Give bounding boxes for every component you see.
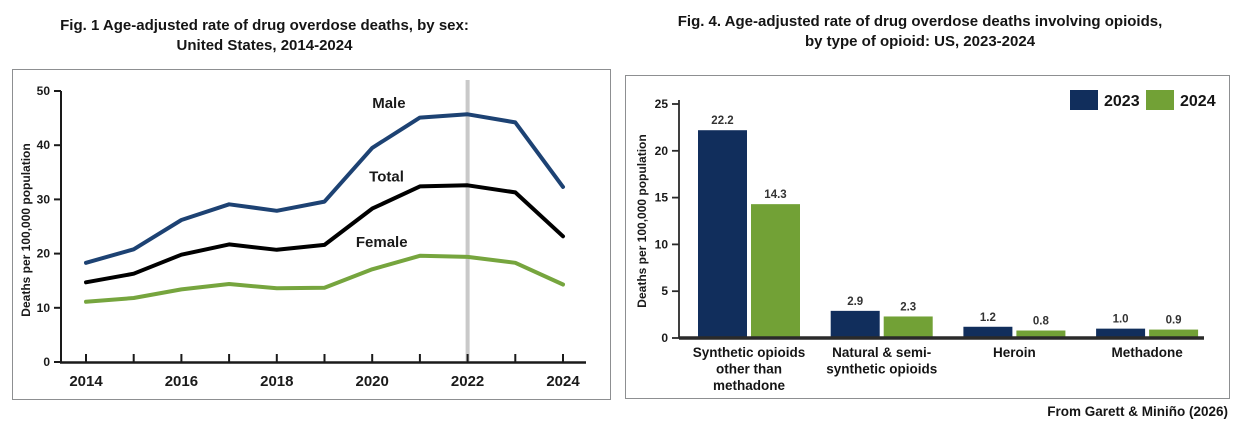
series-line-female (84, 253, 565, 304)
category-label: methadone (713, 378, 786, 393)
fig1-xtick-label: 2020 (356, 373, 389, 390)
fig1-y-axis-label: Deaths per 100,000 population (19, 143, 33, 316)
legend-swatch-2024 (1146, 90, 1174, 110)
fig1-xtick-label: 2014 (69, 373, 103, 390)
source-citation: From Garett & Miniño (2026) (1047, 404, 1228, 419)
fig4-ytick-label: 15 (655, 191, 669, 205)
fig1-line-chart: 0 10 20 30 40 50 2014 2016 2018 2020 2022 2024 Death… (19, 80, 586, 390)
fig1-title-line1: Fig. 1 Age-adjusted rate of drug overdos… (60, 17, 469, 34)
bar-2023-group1 (830, 310, 880, 338)
legend-label-2024: 2024 (1180, 93, 1216, 110)
bar-2024-group1 (883, 316, 933, 338)
fig1-xtick-label: 2024 (546, 373, 580, 390)
fig1-ytick-label: 10 (37, 301, 51, 315)
fig4-ytick-label: 0 (661, 331, 668, 345)
category-label: synthetic opioids (826, 362, 937, 377)
bar-2023-group0 (698, 130, 747, 338)
fig4-ytick-label: 20 (655, 144, 669, 158)
fig4-legend: 2023 2024 (1070, 90, 1216, 110)
category-label: Methadone (1111, 345, 1183, 360)
series-line-male (84, 112, 565, 265)
bar-2023-group3 (1096, 328, 1146, 338)
bar-value-label: 2.9 (847, 296, 863, 308)
fig1-title: Fig. 1 Age-adjusted rate of drug overdos… (2, 16, 527, 56)
fig4-title-line2: by type of opioid: US, 2023-2024 (804, 33, 1036, 50)
bar-value-label: 2.3 (900, 301, 916, 313)
fig4-ytick-label: 25 (655, 97, 669, 111)
fig1-xtick-label: 2016 (165, 373, 198, 390)
fig4-y-axis-label: Deaths per 100,000 population (635, 134, 649, 307)
fig4-ytick-label: 10 (655, 237, 669, 251)
fig1-xtick-label: 2022 (451, 373, 484, 390)
legend-swatch-2023 (1070, 90, 1098, 110)
category-label: Synthetic opioids (693, 345, 806, 360)
series-line-total (84, 183, 565, 285)
fig1-ytick-label: 20 (37, 247, 51, 261)
fig1-ytick-label: 30 (37, 192, 51, 206)
bar-value-label: 14.3 (764, 189, 786, 201)
fig1-title-line2: United States, 2014-2024 (176, 37, 353, 54)
fig1-axes: 0 10 20 30 40 50 2014 2016 2018 2020 2022 2024 (37, 84, 586, 390)
bar-value-label: 1.0 (1113, 314, 1129, 326)
fig4-title-line1: Fig. 4. Age-adjusted rate of drug overdo… (677, 13, 1163, 30)
fig1-ytick-label: 40 (37, 138, 51, 152)
category-label: other than (716, 362, 782, 377)
fig1-chart-box: 0 10 20 30 40 50 2014 2016 2018 2020 2022 2024 Death… (12, 69, 611, 400)
fig1-ytick-label: 0 (43, 355, 50, 369)
bar-value-label: 1.2 (980, 312, 996, 324)
bar-value-label: 22.2 (711, 115, 733, 127)
fig4-title: Fig. 4. Age-adjusted rate of drug overdo… (612, 12, 1228, 52)
series-label-total: Total (369, 169, 404, 186)
fig4-axes: 0 5 10 15 20 25 (655, 97, 680, 345)
bar-2023-group2 (963, 326, 1013, 338)
fig4-ytick-label: 5 (661, 284, 668, 298)
bar-2024-group3 (1149, 329, 1199, 338)
category-label: Heroin (993, 345, 1036, 360)
fig4-bar-chart: 0 5 10 15 20 25 22.2 14.3 Synthetic opioids other… (635, 90, 1216, 393)
bar-value-label: 0.8 (1033, 316, 1050, 328)
fig1-ytick-label: 50 (37, 84, 51, 98)
series-label-female: Female (356, 234, 408, 251)
legend-label-2023: 2023 (1104, 93, 1140, 110)
bar-2024-group0 (751, 204, 800, 338)
series-label-male: Male (372, 95, 405, 112)
bar-2024-group2 (1016, 330, 1066, 338)
fig4-chart-box: 0 5 10 15 20 25 22.2 14.3 Synthetic opioids other… (625, 75, 1230, 399)
category-label: Natural & semi- (832, 345, 931, 360)
fig1-xtick-label: 2018 (260, 373, 293, 390)
bar-value-label: 0.9 (1166, 315, 1182, 327)
